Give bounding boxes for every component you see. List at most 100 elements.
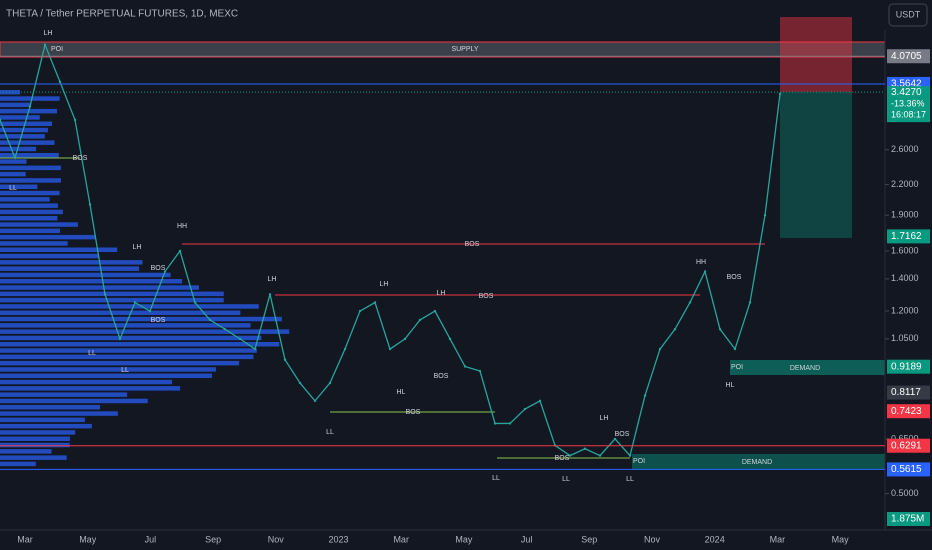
- profile-bar: [0, 329, 290, 334]
- annotation: DEMAND: [790, 365, 820, 372]
- profile-bar: [0, 90, 21, 95]
- price-point: [688, 301, 692, 304]
- y-tick-label: 1.0500: [891, 333, 919, 343]
- annotation: BOS: [434, 373, 449, 380]
- price-point: [28, 105, 32, 108]
- annotation: POI: [731, 364, 743, 371]
- currency-button[interactable]: [888, 3, 928, 27]
- price-point: [523, 407, 527, 411]
- profile-bar: [0, 455, 67, 460]
- price-point: [778, 92, 782, 95]
- profile-bar: [0, 140, 55, 145]
- profile-bar: [0, 379, 172, 385]
- last-price-change: -13.36%: [891, 99, 925, 109]
- price-point: [268, 293, 272, 296]
- plot: [0, 42, 782, 457]
- annotation: BOS: [151, 317, 166, 324]
- last-price-tag: [887, 86, 930, 123]
- annotation: HL: [726, 382, 735, 389]
- price-tag: [887, 438, 930, 453]
- price-point: [733, 347, 737, 351]
- annotation: BOS: [479, 293, 494, 300]
- profile-bar: [0, 253, 99, 259]
- profile-bar: [0, 171, 26, 177]
- annotation: LH: [600, 415, 609, 422]
- last-price-label: 3.4270: [891, 87, 922, 98]
- profile-bar: [0, 423, 92, 429]
- annotation: LH: [44, 30, 53, 37]
- price-point: [493, 422, 497, 425]
- price-tag-label: 0.8117: [891, 387, 921, 398]
- price-point: [478, 369, 482, 373]
- profile-bar: [0, 203, 58, 208]
- x-tick-label: 2023: [328, 534, 348, 544]
- profile-bar: [0, 316, 282, 322]
- profile-bar: [0, 442, 70, 448]
- price-point: [103, 293, 107, 296]
- price-point: [598, 454, 602, 457]
- profile-bar: [0, 127, 49, 133]
- annotation: BOS: [465, 241, 480, 248]
- price-point: [178, 249, 182, 253]
- profile-bar: [0, 115, 40, 120]
- profile-bar: [0, 360, 240, 366]
- price-point: [58, 80, 62, 84]
- annotation: LL: [326, 429, 334, 436]
- profile-bar: [0, 178, 61, 183]
- x-tick-label: Jul: [521, 534, 533, 544]
- x-tick-label: Mar: [17, 534, 33, 544]
- profile-bar: [0, 184, 38, 189]
- price-point: [193, 301, 197, 304]
- annotation: POI: [633, 458, 645, 465]
- price-tag: [887, 359, 930, 374]
- x-tick-label: May: [455, 534, 473, 544]
- price-point: [13, 156, 17, 160]
- annotation: HH: [177, 223, 187, 230]
- x-tick-label: Nov: [268, 534, 285, 544]
- price-tag: [887, 462, 930, 477]
- price-tag-label: 4.0705: [891, 51, 922, 62]
- profile-bar: [0, 354, 254, 360]
- price-point: [538, 399, 542, 403]
- profile-bar: [0, 241, 68, 246]
- price-point: [133, 301, 137, 304]
- price-point: [313, 399, 317, 403]
- price-point: [298, 381, 302, 385]
- annotation: BOS: [615, 431, 630, 438]
- profile-bar: [0, 291, 224, 297]
- price-point: [148, 309, 152, 313]
- profile-bar: [0, 405, 101, 410]
- price-point: [568, 454, 572, 457]
- x-tick-label: Nov: [644, 534, 661, 544]
- profile-bar: [0, 436, 70, 441]
- y-tick-label: 0.6500: [891, 433, 919, 443]
- y-tick-label: 0.5000: [891, 488, 919, 498]
- currency[interactable]: USDT: [896, 9, 921, 19]
- price-point: [628, 454, 632, 457]
- price-point: [373, 301, 377, 304]
- y-tick-label: 2.2000: [891, 179, 919, 189]
- price-point: [253, 347, 257, 351]
- price-point: [0, 118, 2, 122]
- profile-bar: [0, 216, 58, 221]
- price-point: [673, 327, 677, 331]
- profile-bar: [0, 102, 31, 108]
- stop-loss-box: [780, 17, 852, 92]
- price-point: [43, 43, 47, 46]
- price-point: [613, 437, 617, 441]
- profile-bar: [0, 197, 50, 202]
- price-tag-label: 0.7423: [891, 406, 922, 417]
- profile-bar: [0, 392, 128, 397]
- profile-bar: [0, 430, 76, 435]
- annotation: LL: [626, 476, 634, 483]
- price-point: [223, 327, 227, 331]
- price-point: [463, 365, 467, 368]
- price-point: [88, 203, 92, 206]
- profile-bar: [0, 222, 78, 227]
- price-point: [418, 318, 422, 322]
- x-tick-label: Sep: [205, 534, 221, 544]
- price-point: [283, 358, 287, 361]
- profile-bar: [0, 228, 60, 234]
- y-tick-label: 2.6000: [891, 144, 919, 154]
